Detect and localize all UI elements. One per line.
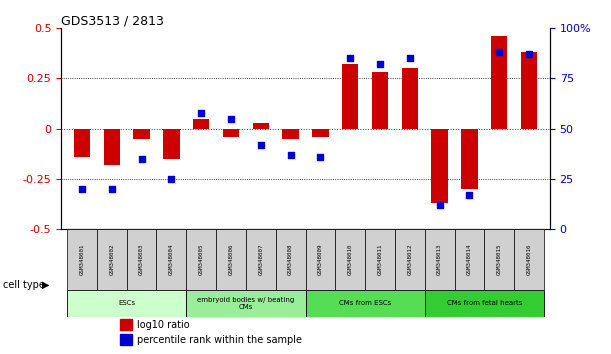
Point bbox=[256, 142, 266, 147]
Text: log10 ratio: log10 ratio bbox=[137, 320, 189, 330]
FancyBboxPatch shape bbox=[186, 290, 306, 317]
Point bbox=[77, 186, 87, 192]
Text: GSM348004: GSM348004 bbox=[169, 244, 174, 275]
FancyBboxPatch shape bbox=[97, 229, 126, 290]
Text: cell type: cell type bbox=[3, 280, 45, 290]
Bar bbox=[133, 129, 150, 138]
Text: GSM348014: GSM348014 bbox=[467, 244, 472, 275]
Point bbox=[226, 116, 236, 121]
FancyBboxPatch shape bbox=[335, 229, 365, 290]
Point bbox=[524, 52, 534, 57]
Text: GSM348010: GSM348010 bbox=[348, 244, 353, 275]
Text: GSM348006: GSM348006 bbox=[229, 244, 233, 275]
Text: GSM348013: GSM348013 bbox=[437, 244, 442, 275]
FancyBboxPatch shape bbox=[126, 229, 156, 290]
Text: GSM348007: GSM348007 bbox=[258, 244, 263, 275]
Text: GSM348001: GSM348001 bbox=[79, 244, 84, 275]
FancyBboxPatch shape bbox=[306, 290, 425, 317]
Text: CMs from ESCs: CMs from ESCs bbox=[339, 300, 391, 306]
Text: GSM348016: GSM348016 bbox=[527, 244, 532, 275]
Bar bbox=[312, 129, 329, 137]
Text: GSM348008: GSM348008 bbox=[288, 244, 293, 275]
Text: GSM348005: GSM348005 bbox=[199, 244, 203, 275]
Bar bbox=[223, 129, 239, 137]
FancyBboxPatch shape bbox=[156, 229, 186, 290]
Text: CMs from fetal hearts: CMs from fetal hearts bbox=[447, 300, 522, 306]
FancyBboxPatch shape bbox=[455, 229, 485, 290]
Bar bbox=[521, 52, 537, 129]
Bar bbox=[342, 64, 359, 129]
FancyBboxPatch shape bbox=[186, 229, 216, 290]
Text: GSM348015: GSM348015 bbox=[497, 244, 502, 275]
Text: GSM348012: GSM348012 bbox=[408, 244, 412, 275]
FancyBboxPatch shape bbox=[67, 290, 186, 317]
Text: GSM348009: GSM348009 bbox=[318, 244, 323, 275]
FancyBboxPatch shape bbox=[246, 229, 276, 290]
FancyBboxPatch shape bbox=[485, 229, 514, 290]
Bar bbox=[120, 334, 132, 346]
Bar bbox=[252, 122, 269, 129]
Point bbox=[435, 202, 445, 207]
Text: ▶: ▶ bbox=[42, 280, 49, 290]
Bar bbox=[163, 129, 180, 159]
Point bbox=[464, 192, 474, 198]
FancyBboxPatch shape bbox=[514, 229, 544, 290]
Text: embryoid bodies w/ beating
CMs: embryoid bodies w/ beating CMs bbox=[197, 297, 295, 310]
Bar bbox=[461, 129, 478, 189]
Point bbox=[166, 176, 176, 182]
Point bbox=[107, 186, 117, 192]
FancyBboxPatch shape bbox=[306, 229, 335, 290]
Point bbox=[196, 110, 206, 115]
FancyBboxPatch shape bbox=[425, 290, 544, 317]
Bar bbox=[120, 319, 132, 330]
Point bbox=[494, 50, 504, 55]
Text: GDS3513 / 2813: GDS3513 / 2813 bbox=[61, 14, 164, 27]
Point bbox=[137, 156, 147, 161]
Text: GSM348003: GSM348003 bbox=[139, 244, 144, 275]
FancyBboxPatch shape bbox=[67, 229, 97, 290]
FancyBboxPatch shape bbox=[425, 229, 455, 290]
Bar bbox=[74, 129, 90, 156]
Text: ESCs: ESCs bbox=[118, 300, 135, 306]
Bar bbox=[104, 129, 120, 165]
Bar bbox=[193, 119, 210, 129]
Bar bbox=[431, 129, 448, 203]
Bar bbox=[401, 68, 418, 129]
FancyBboxPatch shape bbox=[276, 229, 306, 290]
Bar bbox=[372, 73, 388, 129]
FancyBboxPatch shape bbox=[216, 229, 246, 290]
FancyBboxPatch shape bbox=[365, 229, 395, 290]
Point bbox=[315, 154, 325, 159]
Text: percentile rank within the sample: percentile rank within the sample bbox=[137, 335, 302, 345]
Bar bbox=[282, 129, 299, 138]
Point bbox=[405, 56, 415, 61]
Text: GSM348002: GSM348002 bbox=[109, 244, 114, 275]
FancyBboxPatch shape bbox=[395, 229, 425, 290]
Point bbox=[286, 152, 296, 158]
Bar bbox=[491, 36, 507, 129]
Point bbox=[375, 62, 385, 67]
Text: GSM348011: GSM348011 bbox=[378, 244, 382, 275]
Point bbox=[345, 56, 355, 61]
